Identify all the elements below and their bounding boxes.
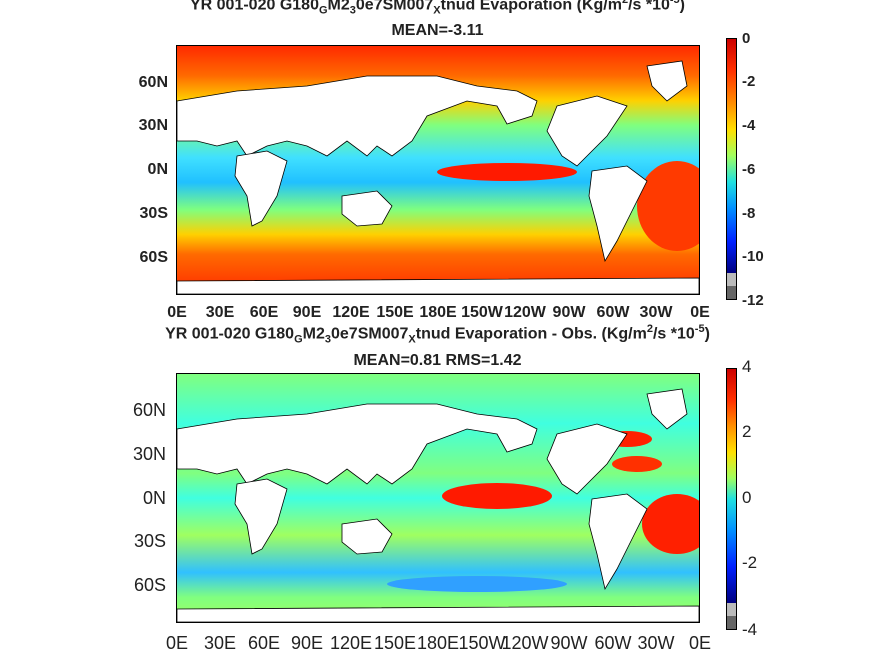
colorbar-tick: -2	[742, 553, 758, 572]
y-tick: 0N	[147, 161, 168, 178]
x-tick: 0E	[167, 304, 187, 321]
panel1-title: YR 001-020 G180GM230e7SM007Xtnud Evapora…	[189, 0, 685, 17]
x-tick: 90E	[292, 304, 322, 321]
panel2-title: YR 001-020 G180GM230e7SM007Xtnud Evapora…	[165, 323, 710, 346]
x-tick: 90E	[290, 633, 324, 653]
x-tick: 60E	[249, 304, 279, 321]
x-tick: 150W	[458, 633, 506, 653]
colorbar-tick: -4	[742, 117, 756, 134]
x-tick: 30E	[203, 633, 237, 653]
y-tick: 60S	[139, 249, 168, 266]
colorbar-tick: -2	[742, 73, 756, 90]
y-tick: 0N	[142, 488, 166, 508]
x-tick: 180E	[419, 304, 457, 321]
y-tick: 30N	[138, 117, 168, 134]
panel1-colorbar	[726, 38, 737, 300]
panel1-subtitle: MEAN=-3.11	[391, 22, 484, 39]
x-tick: 30W	[639, 304, 673, 321]
y-tick: 60N	[132, 400, 166, 420]
x-tick: 120W	[504, 304, 546, 321]
x-tick: 0E	[690, 304, 710, 321]
x-tick: 120W	[501, 633, 549, 653]
x-tick: 150E	[376, 304, 414, 321]
x-tick: 90W	[552, 304, 586, 321]
panel1-land	[177, 60, 699, 294]
colorbar-tick: -8	[742, 205, 756, 222]
x-tick: 60W	[594, 633, 632, 653]
x-tick: 0E	[165, 633, 189, 653]
panel1-map	[176, 45, 700, 295]
x-tick: 120E	[329, 633, 373, 653]
colorbar-tick: -4	[742, 620, 758, 639]
x-tick: 120E	[332, 304, 370, 321]
x-tick: 0E	[688, 633, 712, 653]
x-tick: 150W	[461, 304, 503, 321]
colorbar-tick: -12	[742, 292, 764, 309]
panel2-subtitle: MEAN=0.81 RMS=1.42	[353, 352, 522, 369]
panel2-map	[176, 373, 700, 623]
colorbar-tick: -6	[742, 161, 756, 178]
y-tick: 60N	[138, 74, 168, 91]
x-tick: 30E	[205, 304, 235, 321]
y-tick: 30S	[133, 531, 166, 551]
panel2-colorbar	[726, 368, 737, 630]
x-tick: 180E	[416, 633, 460, 653]
colorbar-tick: -10	[742, 248, 764, 265]
x-tick: 60E	[247, 633, 281, 653]
colorbar-tick: 2	[742, 422, 752, 441]
colorbar-tick: 0	[742, 488, 752, 507]
x-tick: 60W	[596, 304, 630, 321]
y-tick: 30N	[132, 444, 166, 464]
x-tick: 90W	[550, 633, 588, 653]
y-tick: 60S	[133, 575, 166, 595]
x-tick: 150E	[373, 633, 417, 653]
panel2-land	[177, 388, 699, 622]
colorbar-tick: 4	[742, 357, 752, 376]
colorbar-tick: 0	[742, 30, 751, 47]
y-tick: 30S	[139, 205, 168, 222]
x-tick: 30W	[637, 633, 675, 653]
